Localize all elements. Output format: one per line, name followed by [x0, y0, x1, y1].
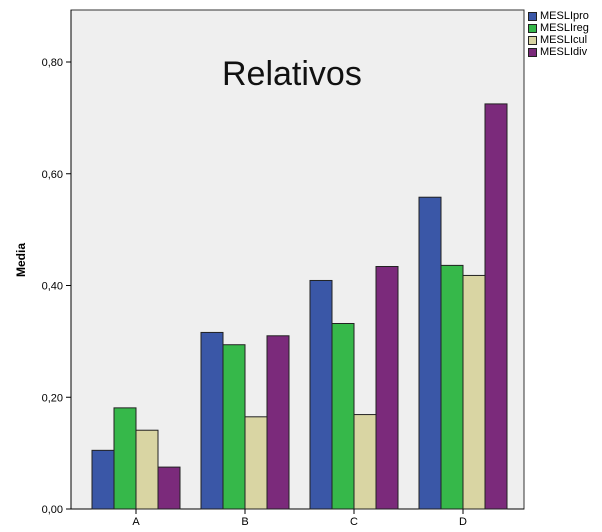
bar-MESLIcul-B: [244, 416, 268, 510]
y-tick-label: 0,00: [42, 504, 63, 516]
legend-item-MESLIdiv: MESLIdiv: [528, 46, 589, 58]
legend-item-MESLIreg: MESLIreg: [528, 22, 589, 34]
legend-label: MESLIpro: [540, 10, 589, 22]
x-ticks: A B C D: [132, 509, 467, 528]
bar-MESLIdiv-B: [266, 335, 290, 510]
bar-MESLIpro-D: [418, 196, 442, 510]
bar-MESLIcul-C: [353, 414, 377, 510]
legend-swatch: [528, 23, 537, 33]
bar-MESLIpro-B: [200, 331, 224, 510]
x-tick-label: D: [459, 516, 467, 527]
legend-label: MESLIreg: [540, 22, 589, 34]
legend-label: MESLIdiv: [540, 46, 588, 58]
bars: [91, 103, 508, 510]
x-tick-label: A: [132, 516, 140, 527]
chart-title: Relativos: [222, 55, 362, 93]
bar-MESLIcul-D: [462, 274, 486, 510]
bar-MESLIdiv-D: [484, 103, 508, 510]
bar-MESLIreg-D: [440, 264, 464, 510]
legend-item-MESLIcul: MESLIcul: [528, 34, 589, 46]
bar-MESLIdiv-C: [375, 266, 399, 510]
bar-MESLIreg-A: [113, 407, 137, 510]
legend-swatch: [528, 35, 537, 45]
bar-MESLIreg-C: [331, 322, 355, 510]
bar-MESLIreg-B: [222, 344, 246, 510]
legend-swatch: [528, 47, 537, 57]
legend-swatch: [528, 11, 537, 21]
y-tick-label: 0,60: [42, 169, 63, 181]
y-tick-label: 0,20: [42, 392, 63, 404]
legend-item-MESLIpro: MESLIpro: [528, 10, 589, 22]
legend: MESLIpro MESLIreg MESLIcul MESLIdiv: [528, 10, 589, 58]
bar-MESLIpro-C: [309, 279, 333, 510]
y-axis-label: Media: [14, 243, 28, 277]
bar-MESLIcul-A: [135, 429, 159, 510]
x-tick-label: C: [350, 516, 358, 527]
bar-MESLIdiv-A: [157, 466, 181, 510]
legend-label: MESLIcul: [540, 34, 588, 46]
y-tick-label: 0,80: [42, 57, 63, 69]
y-tick-label: 0,40: [42, 281, 63, 293]
bar-MESLIpro-A: [91, 449, 115, 510]
y-ticks: 0,00 0,20 0,40 0,60 0,80: [42, 57, 71, 516]
x-tick-label: B: [241, 516, 248, 527]
